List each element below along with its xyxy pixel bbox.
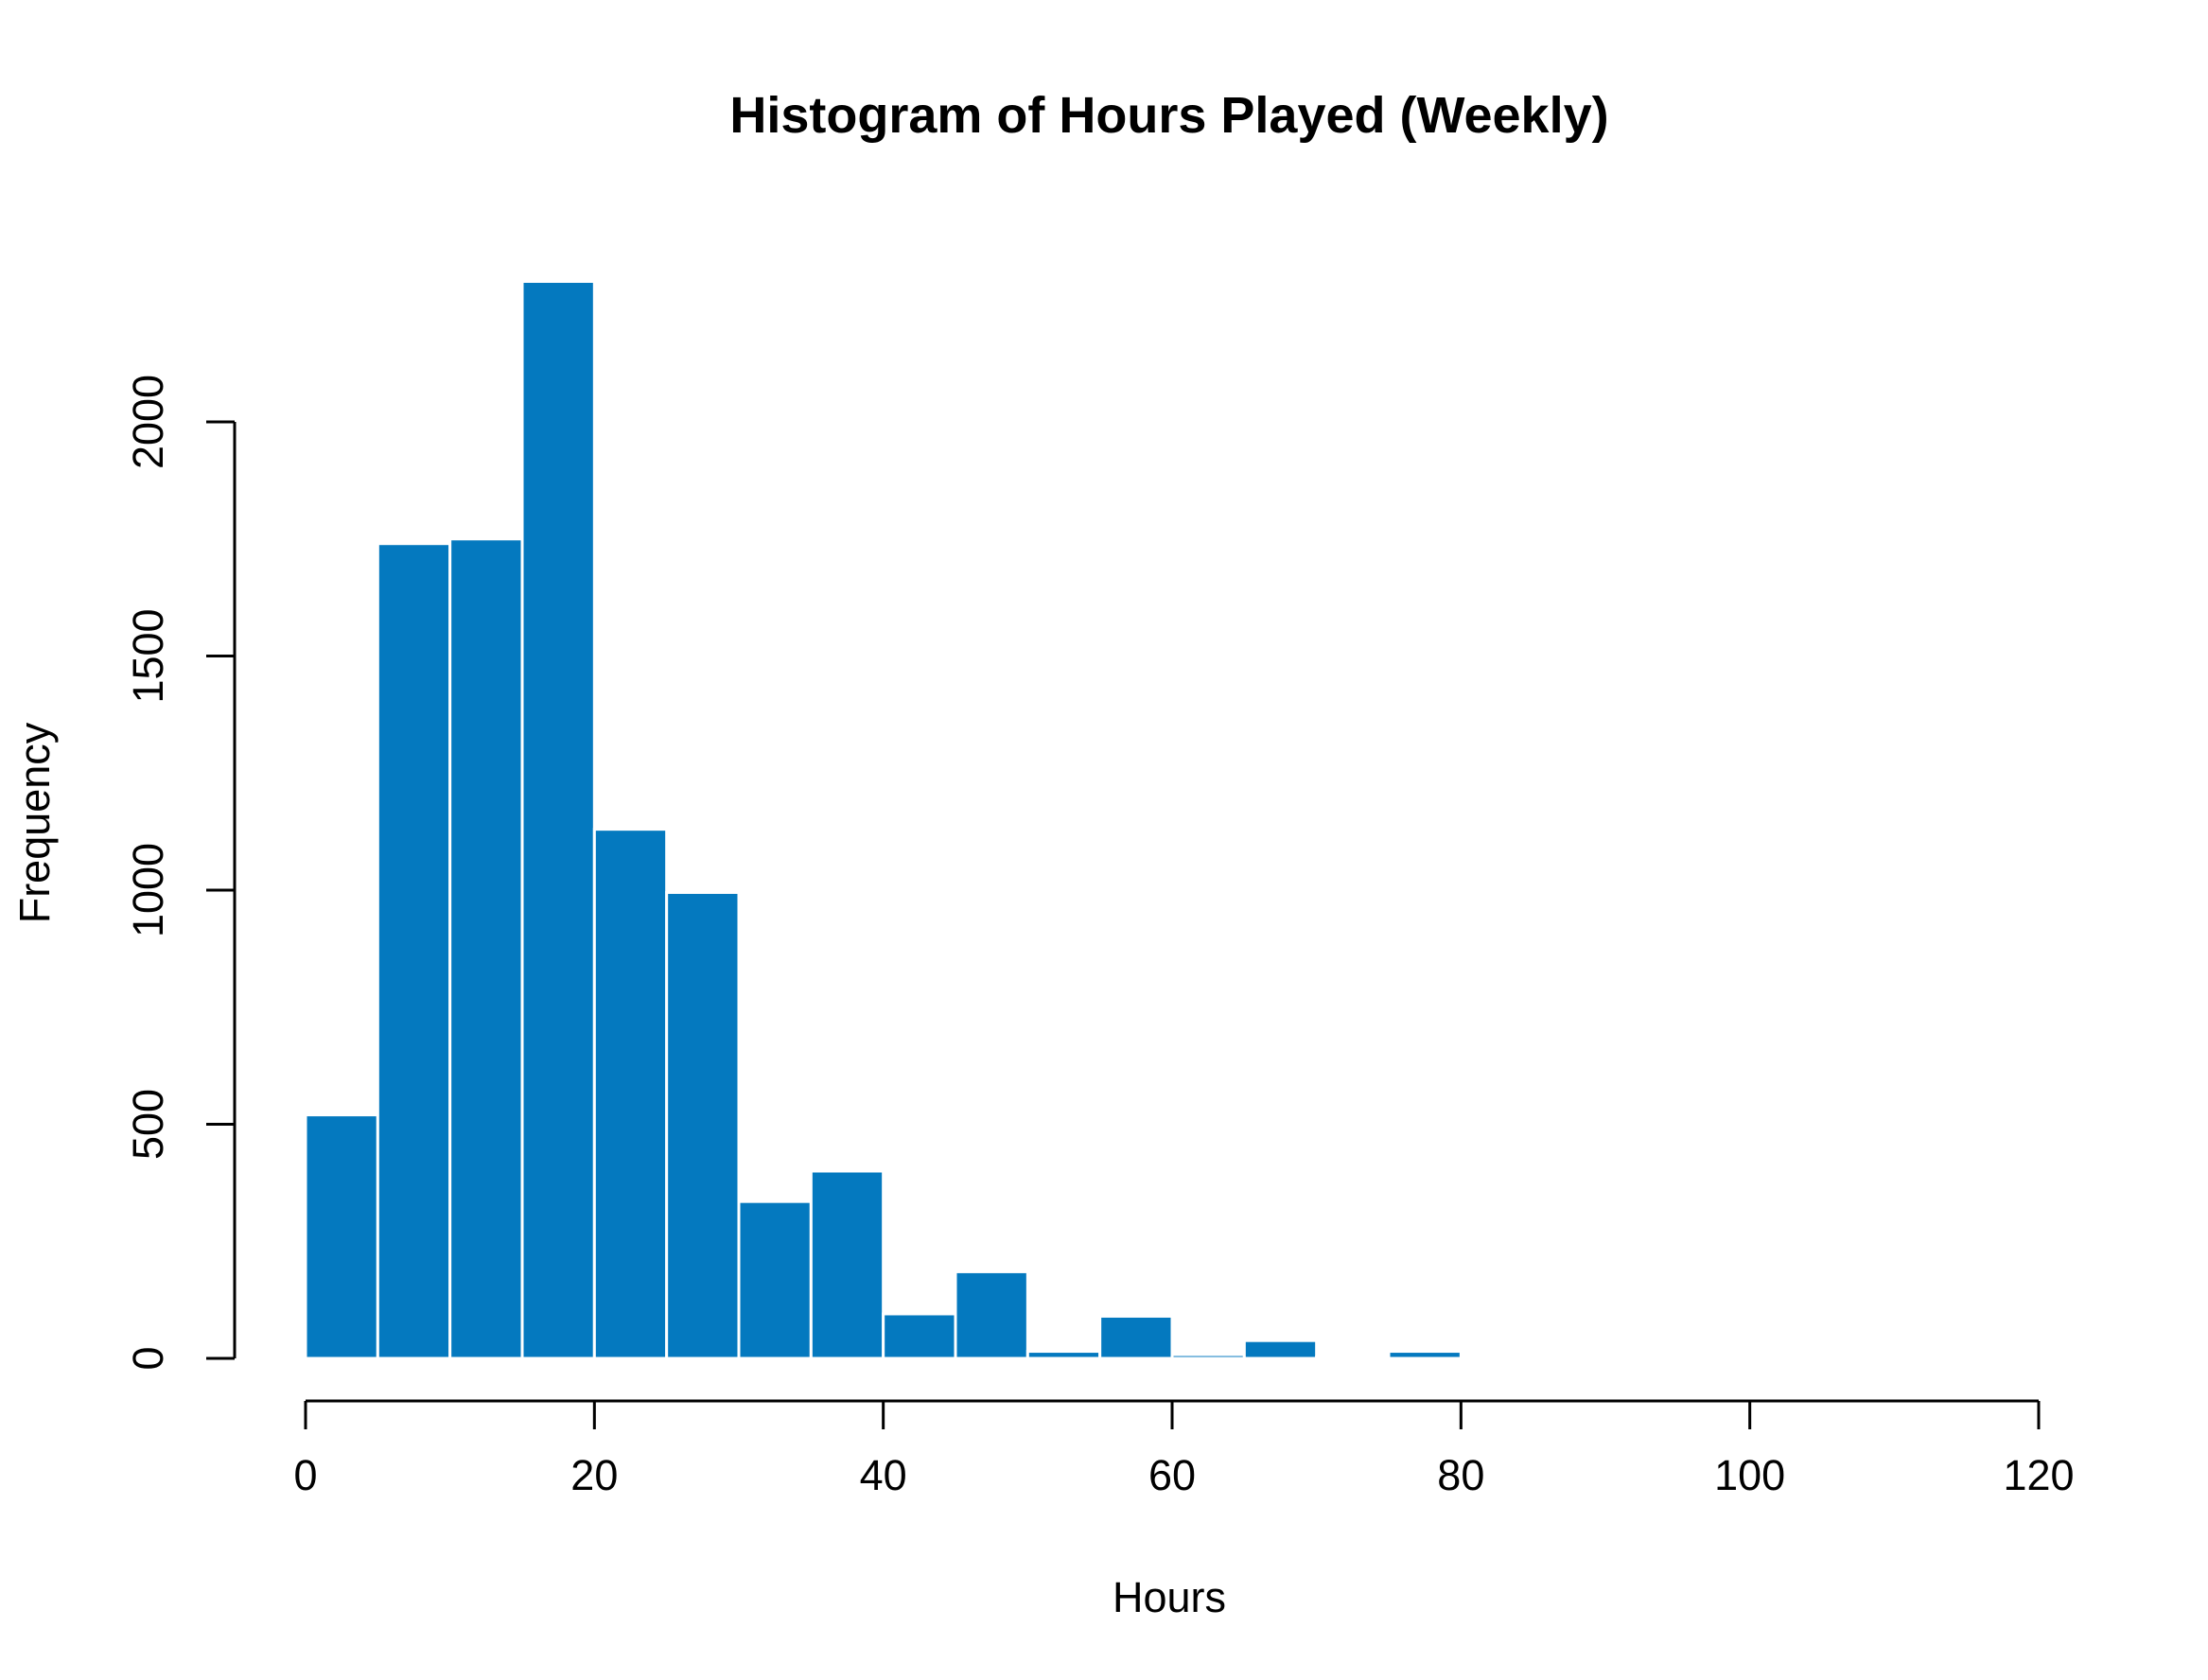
x-tick-label: 80 (1437, 1451, 1484, 1499)
histogram-bar (1098, 1314, 1174, 1360)
histogram-bar (809, 1169, 885, 1360)
y-tick-label: 1000 (124, 843, 172, 937)
bars-group (304, 280, 1752, 1360)
histogram-bar (592, 828, 669, 1360)
y-tick-label: 500 (124, 1089, 172, 1160)
histogram-bar (376, 542, 452, 1360)
histogram-bar (665, 890, 741, 1360)
y-axis: 0 500 1000 1500 2000 (124, 375, 237, 1371)
x-tick-label: 20 (570, 1451, 618, 1499)
y-tick-label: 1500 (124, 608, 172, 703)
x-axis-label: Hours (1113, 1573, 1226, 1621)
chart-title: Histogram of Hours Played (Weekly) (729, 87, 1608, 144)
x-tick-label: 100 (1714, 1451, 1785, 1499)
histogram-bar (1675, 1355, 1752, 1360)
x-tick-label: 40 (860, 1451, 907, 1499)
histogram-bar (520, 280, 596, 1360)
histogram-bar (954, 1269, 1029, 1360)
y-tick-label: 0 (124, 1346, 172, 1370)
histogram-bar (304, 1113, 379, 1360)
histogram-bar (882, 1312, 957, 1360)
x-tick-label: 60 (1148, 1451, 1196, 1499)
y-tick-label: 2000 (124, 375, 172, 469)
histogram-bar (1387, 1350, 1463, 1360)
histogram-bar (1025, 1350, 1102, 1360)
histogram-bar (448, 537, 524, 1360)
y-axis-label: Frequency (10, 722, 59, 923)
histogram-bar (1170, 1353, 1246, 1360)
histogram-bar (1315, 1356, 1391, 1360)
x-tick-label: 0 (293, 1451, 317, 1499)
x-tick-label: 120 (2003, 1451, 2074, 1499)
x-axis: 0 20 40 60 80 100 120 (293, 1399, 2075, 1499)
histogram-bar (737, 1199, 813, 1360)
histogram-bar (1242, 1339, 1319, 1360)
